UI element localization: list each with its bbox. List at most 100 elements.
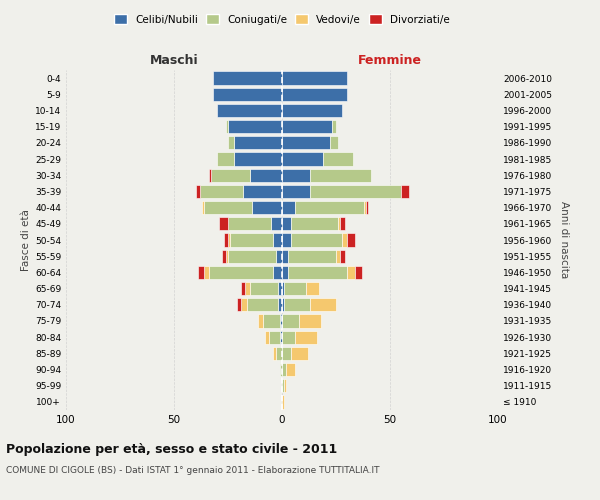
Bar xyxy=(228,250,275,263)
Bar xyxy=(211,168,250,182)
Bar xyxy=(224,234,228,246)
Bar xyxy=(310,185,401,198)
Bar xyxy=(310,168,371,182)
Bar xyxy=(274,346,275,360)
Bar xyxy=(290,217,338,230)
Bar xyxy=(282,234,290,246)
Bar xyxy=(282,185,310,198)
Bar xyxy=(228,120,282,134)
Bar xyxy=(235,152,282,166)
Bar xyxy=(265,330,269,344)
Bar xyxy=(282,120,332,134)
Bar xyxy=(282,266,289,279)
Bar xyxy=(282,217,290,230)
Bar xyxy=(278,298,282,312)
Text: Popolazione per età, sesso e stato civile - 2011: Popolazione per età, sesso e stato civil… xyxy=(6,442,337,456)
Bar xyxy=(290,234,343,246)
Bar xyxy=(280,363,282,376)
Bar xyxy=(295,330,317,344)
Bar xyxy=(299,314,321,328)
Bar xyxy=(282,379,284,392)
Bar xyxy=(226,120,228,134)
Bar xyxy=(245,282,250,295)
Bar xyxy=(306,282,319,295)
Bar xyxy=(282,104,343,117)
Bar xyxy=(282,250,289,263)
Bar xyxy=(340,217,344,230)
Bar xyxy=(236,298,241,312)
Text: COMUNE DI CIGOLE (BS) - Dati ISTAT 1° gennaio 2011 - Elaborazione TUTTITALIA.IT: COMUNE DI CIGOLE (BS) - Dati ISTAT 1° ge… xyxy=(6,466,380,475)
Bar xyxy=(282,152,323,166)
Bar xyxy=(269,330,280,344)
Bar xyxy=(338,217,340,230)
Bar xyxy=(243,185,282,198)
Text: Femmine: Femmine xyxy=(358,54,422,67)
Bar xyxy=(274,266,282,279)
Bar xyxy=(355,266,362,279)
Bar xyxy=(295,201,364,214)
Bar xyxy=(282,136,329,149)
Bar xyxy=(282,330,295,344)
Bar xyxy=(284,379,286,392)
Bar xyxy=(252,201,282,214)
Bar xyxy=(284,298,310,312)
Bar xyxy=(401,185,409,198)
Y-axis label: Fasce di età: Fasce di età xyxy=(21,209,31,271)
Bar xyxy=(221,250,226,263)
Bar xyxy=(329,136,338,149)
Bar xyxy=(332,120,336,134)
Bar xyxy=(343,234,347,246)
Bar xyxy=(366,201,368,214)
Bar xyxy=(286,363,295,376)
Bar xyxy=(282,201,295,214)
Bar xyxy=(213,72,282,85)
Bar xyxy=(204,266,209,279)
Bar xyxy=(241,298,247,312)
Bar xyxy=(217,152,235,166)
Bar xyxy=(204,201,252,214)
Bar xyxy=(202,201,204,214)
Bar xyxy=(213,88,282,101)
Bar xyxy=(290,346,308,360)
Bar xyxy=(364,201,366,214)
Legend: Celibi/Nubili, Coniugati/e, Vedovi/e, Divorziati/e: Celibi/Nubili, Coniugati/e, Vedovi/e, Di… xyxy=(110,10,454,29)
Bar xyxy=(275,250,282,263)
Bar xyxy=(282,363,286,376)
Bar xyxy=(226,250,228,263)
Bar xyxy=(323,152,353,166)
Bar xyxy=(282,88,347,101)
Y-axis label: Anni di nascita: Anni di nascita xyxy=(559,202,569,278)
Bar xyxy=(282,168,310,182)
Bar xyxy=(209,266,274,279)
Bar xyxy=(347,266,355,279)
Bar xyxy=(228,217,271,230)
Bar xyxy=(247,298,278,312)
Bar xyxy=(196,185,200,198)
Bar xyxy=(274,234,282,246)
Bar xyxy=(275,346,282,360)
Text: Maschi: Maschi xyxy=(149,54,199,67)
Bar xyxy=(289,266,347,279)
Bar xyxy=(280,314,282,328)
Bar xyxy=(336,250,340,263)
Bar xyxy=(241,282,245,295)
Bar xyxy=(280,330,282,344)
Bar xyxy=(228,234,230,246)
Bar xyxy=(209,168,211,182)
Bar xyxy=(310,298,336,312)
Bar xyxy=(278,282,282,295)
Bar xyxy=(217,104,282,117)
Bar xyxy=(282,396,284,408)
Bar xyxy=(250,282,278,295)
Bar xyxy=(230,234,274,246)
Bar xyxy=(271,217,282,230)
Bar xyxy=(258,314,263,328)
Bar xyxy=(282,298,284,312)
Bar xyxy=(220,217,228,230)
Bar xyxy=(200,185,243,198)
Bar xyxy=(250,168,282,182)
Bar xyxy=(228,136,235,149)
Bar xyxy=(289,250,336,263)
Bar xyxy=(347,234,355,246)
Bar xyxy=(263,314,280,328)
